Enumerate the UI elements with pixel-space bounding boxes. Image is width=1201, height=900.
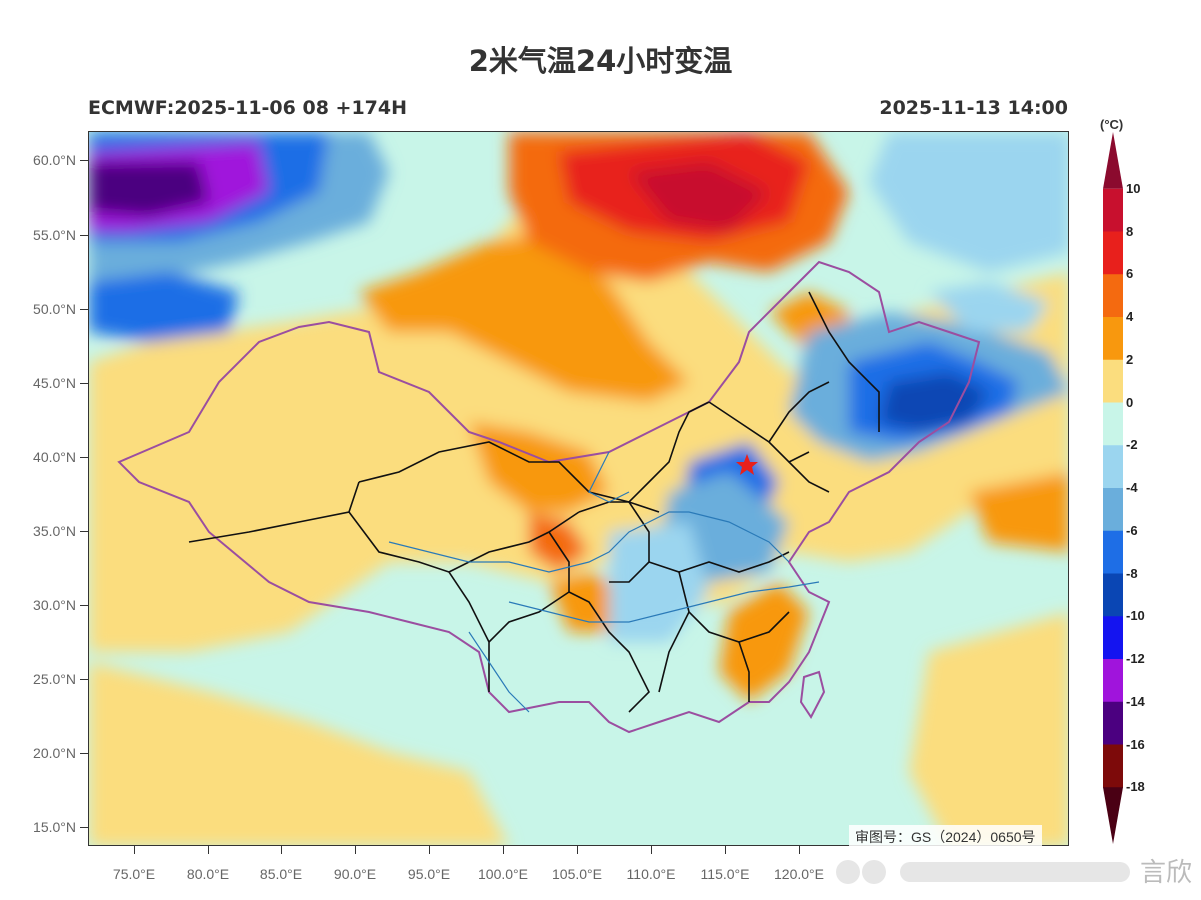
- national-border: [117, 260, 981, 734]
- lon-tick: [134, 846, 135, 854]
- colorbar-swatch: [1103, 274, 1123, 318]
- lon-label-120: 120.0°E: [774, 866, 824, 882]
- colorbar-level-label: 0: [1126, 394, 1134, 410]
- colorbar-level-label: 2: [1126, 351, 1134, 367]
- watermark-text: 言欣: [1140, 858, 1193, 888]
- lat-label-45: 45.0°N: [33, 375, 76, 391]
- lat-label-30: 30.0°N: [33, 597, 76, 613]
- lat-tick: [80, 309, 88, 310]
- temperature-field: [89, 132, 1068, 845]
- colorbar-swatch: [1103, 359, 1123, 403]
- lon-tick: [799, 846, 800, 854]
- chart-title: 2米气温24小时变温: [468, 44, 733, 78]
- lat-label-50: 50.0°N: [33, 301, 76, 317]
- colorbar-unit: (°C): [1100, 117, 1124, 132]
- valid-time-label: 2025-11-13 14:00: [879, 97, 1068, 119]
- colorbar-level-label: 8: [1126, 223, 1134, 239]
- colorbar-swatch: [1103, 488, 1123, 532]
- colorbar-swatch: [1103, 231, 1123, 275]
- lat-label-40: 40.0°N: [33, 449, 76, 465]
- lat-label-55: 55.0°N: [33, 227, 76, 243]
- lat-tick: [80, 457, 88, 458]
- beijing-star-marker: [736, 454, 758, 475]
- colorbar-swatch: [1103, 701, 1123, 745]
- lon-label-95: 95.0°E: [407, 866, 451, 882]
- colorbar-level-label: -6: [1126, 522, 1138, 538]
- colorbar-level-label: -10: [1126, 608, 1145, 624]
- lat-label-20: 20.0°N: [33, 745, 76, 761]
- lat-tick: [80, 383, 88, 384]
- colorbar-level-label: 4: [1126, 309, 1134, 324]
- colorbar-swatch: [1103, 530, 1123, 574]
- colorbar-level-label: -18: [1126, 779, 1145, 795]
- lon-tick: [429, 846, 430, 854]
- colorbar-swatch: [1103, 744, 1123, 788]
- colorbar-swatch: [1103, 132, 1123, 189]
- lat-tick: [80, 679, 88, 680]
- lon-tick: [503, 846, 504, 854]
- lat-tick: [80, 605, 88, 606]
- watermark-graphic: [836, 860, 1130, 884]
- map-review-number: 审图号：GS（2024）0650号: [849, 825, 1042, 849]
- colorbar-level-label: -16: [1126, 736, 1145, 752]
- model-run-label: ECMWF:2025-11-06 08 +174H: [88, 97, 408, 119]
- lon-label-75: 75.0°E: [112, 866, 156, 882]
- colorbar-swatch: [1103, 188, 1123, 232]
- lon-tick: [355, 846, 356, 854]
- colorbar-level-label: 6: [1126, 266, 1134, 282]
- lat-label-60: 60.0°N: [33, 152, 76, 168]
- lat-label-15: 15.0°N: [33, 819, 76, 835]
- colorbar: [1103, 132, 1123, 844]
- lat-label-35: 35.0°N: [33, 523, 76, 539]
- lon-label-115: 115.0°E: [700, 866, 750, 882]
- lat-tick: [80, 753, 88, 754]
- lon-label-80: 80.0°E: [186, 866, 230, 882]
- colorbar-level-label: -8: [1126, 565, 1138, 581]
- colorbar-swatch: [1103, 616, 1123, 660]
- lon-label-110: 110.0°E: [626, 866, 676, 882]
- lon-tick: [577, 846, 578, 854]
- temperature-change-map: [89, 132, 1068, 845]
- lon-label-90: 90.0°E: [333, 866, 377, 882]
- colorbar-swatch: [1103, 445, 1123, 489]
- lon-tick: [281, 846, 282, 854]
- lon-label-100: 100.0°E: [478, 866, 528, 882]
- lat-tick: [80, 235, 88, 236]
- lat-tick: [80, 827, 88, 828]
- colorbar-swatch: [1103, 787, 1123, 844]
- lon-tick: [725, 846, 726, 854]
- lat-tick: [80, 160, 88, 161]
- colorbar-level-label: -2: [1126, 437, 1138, 453]
- colorbar-level-label: -12: [1126, 651, 1145, 666]
- colorbar-swatch: [1103, 317, 1123, 361]
- lon-tick: [208, 846, 209, 854]
- lat-label-25: 25.0°N: [33, 671, 76, 687]
- colorbar-swatch: [1103, 659, 1123, 703]
- colorbar-swatch: [1103, 573, 1123, 617]
- colorbar-level-label: 10: [1126, 180, 1141, 196]
- lon-label-85: 85.0°E: [259, 866, 303, 882]
- colorbar-level-label: -4: [1126, 480, 1138, 495]
- colorbar-swatch: [1103, 402, 1123, 446]
- rivers: [388, 451, 820, 713]
- lon-tick: [651, 846, 652, 854]
- lon-label-105: 105.0°E: [552, 866, 602, 882]
- map-panel: [88, 131, 1069, 846]
- colorbar-level-label: -14: [1126, 693, 1145, 709]
- lat-tick: [80, 531, 88, 532]
